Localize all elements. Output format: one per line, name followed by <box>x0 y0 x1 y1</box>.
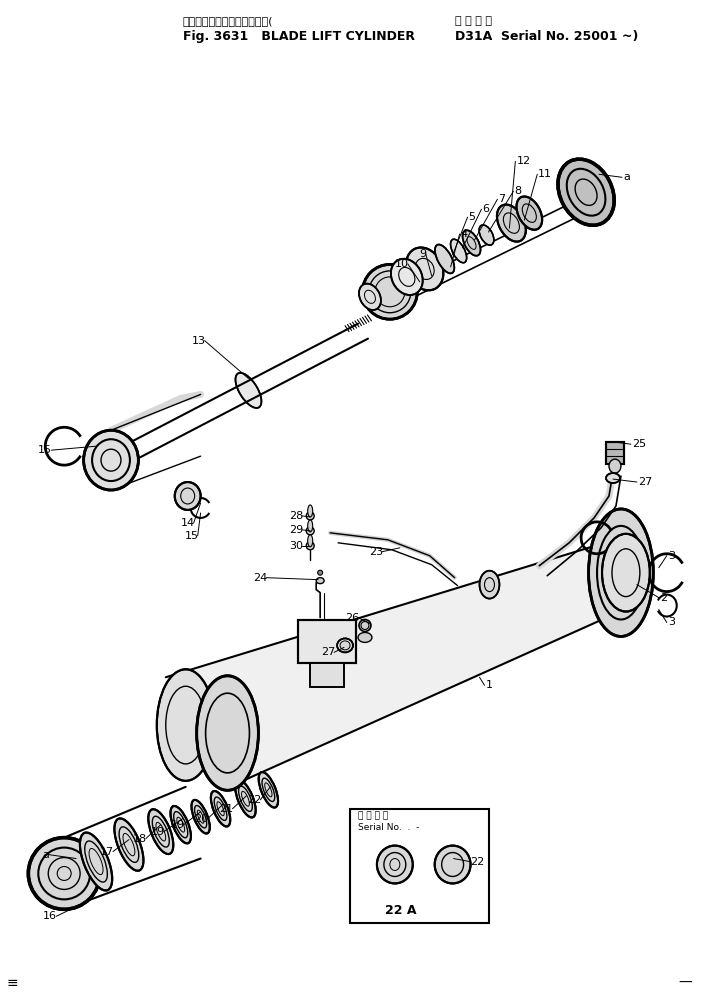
Ellipse shape <box>358 633 372 642</box>
Ellipse shape <box>157 669 214 780</box>
Text: 通 用 号 機: 通 用 号 機 <box>358 811 388 821</box>
Ellipse shape <box>497 205 526 241</box>
Bar <box>606 442 624 464</box>
Text: ブレード　リフト　シリンダ(: ブレード リフト シリンダ( <box>183 16 273 26</box>
Ellipse shape <box>259 773 278 807</box>
Text: 3: 3 <box>668 618 675 628</box>
Text: 4: 4 <box>460 229 467 239</box>
Text: 通 用 号 機: 通 用 号 機 <box>455 16 492 26</box>
Text: —: — <box>679 976 693 990</box>
Ellipse shape <box>306 512 314 520</box>
Ellipse shape <box>115 818 143 871</box>
Ellipse shape <box>337 638 353 652</box>
Text: 3: 3 <box>668 551 675 561</box>
Ellipse shape <box>479 225 494 245</box>
Text: 2: 2 <box>660 593 667 603</box>
Bar <box>310 663 344 687</box>
Ellipse shape <box>435 846 470 884</box>
Text: Fig. 3631   BLADE LIFT CYLINDER: Fig. 3631 BLADE LIFT CYLINDER <box>183 30 414 43</box>
Text: 23: 23 <box>369 547 383 557</box>
Polygon shape <box>166 538 629 781</box>
Bar <box>350 808 490 923</box>
Text: 16: 16 <box>43 912 57 922</box>
Ellipse shape <box>80 832 112 891</box>
Ellipse shape <box>84 430 138 490</box>
Text: a: a <box>42 850 49 860</box>
Text: 22: 22 <box>247 794 262 804</box>
Ellipse shape <box>308 535 313 547</box>
Text: 25: 25 <box>632 439 646 449</box>
Ellipse shape <box>462 230 480 256</box>
Ellipse shape <box>406 247 443 290</box>
Ellipse shape <box>391 259 423 295</box>
Ellipse shape <box>589 509 653 637</box>
Ellipse shape <box>235 373 262 408</box>
Text: 19: 19 <box>171 819 185 830</box>
Ellipse shape <box>558 159 614 225</box>
Ellipse shape <box>377 846 413 884</box>
Text: 26: 26 <box>345 613 359 623</box>
Ellipse shape <box>308 505 313 517</box>
Ellipse shape <box>606 473 620 483</box>
Ellipse shape <box>516 197 542 229</box>
Bar <box>298 620 356 663</box>
Ellipse shape <box>308 520 313 532</box>
Text: 27: 27 <box>320 647 335 657</box>
Ellipse shape <box>435 244 455 273</box>
Text: Serial No.  .  -: Serial No. . - <box>358 822 419 832</box>
Text: 1: 1 <box>485 680 493 690</box>
Text: 6: 6 <box>483 205 490 214</box>
Ellipse shape <box>196 676 258 790</box>
Text: D31A  Serial No. 25001 ~): D31A Serial No. 25001 ~) <box>455 30 638 43</box>
Ellipse shape <box>211 791 230 826</box>
Text: 22 A: 22 A <box>385 905 417 918</box>
Ellipse shape <box>480 571 500 599</box>
Text: 5: 5 <box>468 213 475 222</box>
Text: 8: 8 <box>514 187 521 197</box>
Ellipse shape <box>191 800 210 833</box>
Text: a: a <box>623 172 630 183</box>
Text: 20: 20 <box>194 813 209 824</box>
Text: 11: 11 <box>538 169 552 180</box>
Text: 28: 28 <box>289 511 303 521</box>
Text: 18: 18 <box>133 833 147 844</box>
Ellipse shape <box>318 570 323 575</box>
Text: 7: 7 <box>498 195 505 205</box>
Text: 14: 14 <box>181 518 194 528</box>
Text: 15: 15 <box>38 445 52 455</box>
Bar <box>606 442 624 464</box>
Text: 12: 12 <box>516 156 531 167</box>
Text: 30: 30 <box>289 541 303 551</box>
Ellipse shape <box>235 780 256 817</box>
Text: 19: 19 <box>151 826 165 837</box>
Ellipse shape <box>450 239 467 263</box>
Text: 22: 22 <box>470 857 485 867</box>
Ellipse shape <box>306 527 314 535</box>
Bar <box>298 620 356 663</box>
Text: 27: 27 <box>638 477 652 487</box>
Ellipse shape <box>602 534 650 612</box>
Ellipse shape <box>363 264 417 319</box>
Ellipse shape <box>171 806 191 843</box>
Ellipse shape <box>306 542 314 550</box>
Ellipse shape <box>609 459 621 473</box>
Text: 17: 17 <box>100 847 114 857</box>
Text: 13: 13 <box>191 336 206 346</box>
Ellipse shape <box>148 809 174 854</box>
Text: 21: 21 <box>219 803 234 813</box>
Ellipse shape <box>29 838 100 910</box>
Text: 9: 9 <box>419 249 427 259</box>
Text: 10: 10 <box>395 259 409 269</box>
Text: ≡: ≡ <box>6 976 18 990</box>
Ellipse shape <box>316 578 324 584</box>
Ellipse shape <box>359 284 381 310</box>
Ellipse shape <box>359 620 371 632</box>
Bar <box>310 663 344 687</box>
Text: 24: 24 <box>253 573 267 583</box>
Text: 15: 15 <box>185 531 199 541</box>
Ellipse shape <box>175 482 201 510</box>
Text: 29: 29 <box>289 525 303 535</box>
